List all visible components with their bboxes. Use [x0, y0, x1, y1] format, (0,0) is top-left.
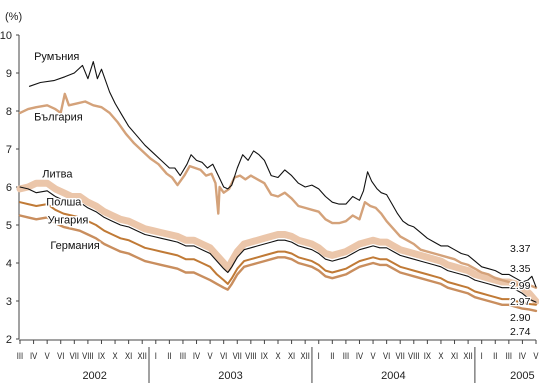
year-label: 2005	[510, 370, 534, 382]
x-month-label: IV	[356, 350, 364, 361]
x-month-label: V	[370, 350, 375, 361]
x-month-label: II	[167, 350, 171, 361]
x-month-label: VIII	[408, 350, 419, 361]
x-month-label: XI	[451, 350, 458, 361]
series-line	[19, 186, 537, 303]
x-month-label: VII	[396, 350, 405, 361]
series-line	[28, 61, 537, 288]
x-month-label: IV	[30, 350, 38, 361]
x-month-label: III	[506, 350, 512, 361]
end-value-label: 2.99	[510, 280, 531, 292]
x-month-label: IV	[193, 350, 201, 361]
x-month-label: IX	[424, 350, 432, 361]
y-tick-label: 10	[0, 30, 12, 42]
x-month-label: II	[330, 350, 334, 361]
y-tick-label: 7	[6, 144, 12, 156]
x-month-label: III	[180, 350, 186, 361]
series-labels: Румъния България Литва Полша Унгария Германия…	[33, 49, 532, 339]
y-tick-label: 2	[6, 334, 12, 346]
series-name-label: Литва	[42, 169, 73, 181]
series-name-label: България	[34, 112, 83, 124]
x-month-label: IV	[519, 350, 527, 361]
end-value-label: 2.74	[510, 326, 531, 338]
year-label: 2002	[82, 370, 106, 382]
x-month-label: VIII	[82, 350, 93, 361]
x-month-label: V	[533, 350, 538, 361]
x-month-label: IX	[98, 350, 106, 361]
year-label: 2004	[381, 370, 405, 382]
y-tick-label: 5	[6, 220, 12, 232]
series-line	[18, 214, 538, 313]
x-month-label: VIII	[245, 350, 256, 361]
x-month-label: XI	[288, 350, 295, 361]
x-month-label: X	[112, 350, 117, 361]
y-tick-label: 6	[6, 182, 12, 194]
end-value-label: 2.90	[510, 312, 531, 324]
x-month-label: V	[208, 350, 213, 361]
x-month-label: XI	[125, 350, 132, 361]
series-name-label: Полша	[46, 196, 82, 208]
y-tick-label: 3	[6, 296, 12, 308]
y-axis-unit-label: (%)	[5, 11, 22, 23]
x-month-label: I	[155, 350, 157, 361]
x-month-label: X	[438, 350, 443, 361]
series-name-label: Германия	[50, 240, 99, 252]
x-month-label: IX	[261, 350, 269, 361]
end-value-label: 3.35	[510, 263, 531, 275]
series-lines	[16, 61, 539, 313]
series-name-label: Унгария	[48, 214, 89, 226]
x-month-label: III	[343, 350, 349, 361]
series-name-label: Румъния	[34, 51, 79, 63]
x-month-label: I	[481, 350, 483, 361]
x-month-label: X	[275, 350, 280, 361]
x-month-label: VII	[233, 350, 242, 361]
year-label: 2003	[218, 370, 242, 382]
x-month-label: III	[17, 350, 23, 361]
series-line	[16, 179, 539, 305]
x-month-label: XII	[300, 350, 309, 361]
x-month-label: II	[493, 350, 497, 361]
x-month-label: VI	[57, 350, 64, 361]
x-month-label: VII	[70, 350, 79, 361]
x-month-label: V	[45, 350, 50, 361]
series-line	[19, 201, 537, 306]
end-value-label: 2.97	[510, 296, 531, 308]
y-tick-label: 4	[6, 258, 12, 270]
y-tick-label: 8	[6, 106, 12, 118]
x-month-label: VI	[383, 350, 390, 361]
y-tick-label: 9	[6, 68, 12, 80]
x-month-label: XII	[463, 350, 472, 361]
x-month-label: I	[318, 350, 320, 361]
series-line	[18, 92, 538, 289]
end-value-label: 3.37	[510, 243, 531, 255]
x-month-label: VI	[220, 350, 227, 361]
x-month-label: XII	[138, 350, 147, 361]
